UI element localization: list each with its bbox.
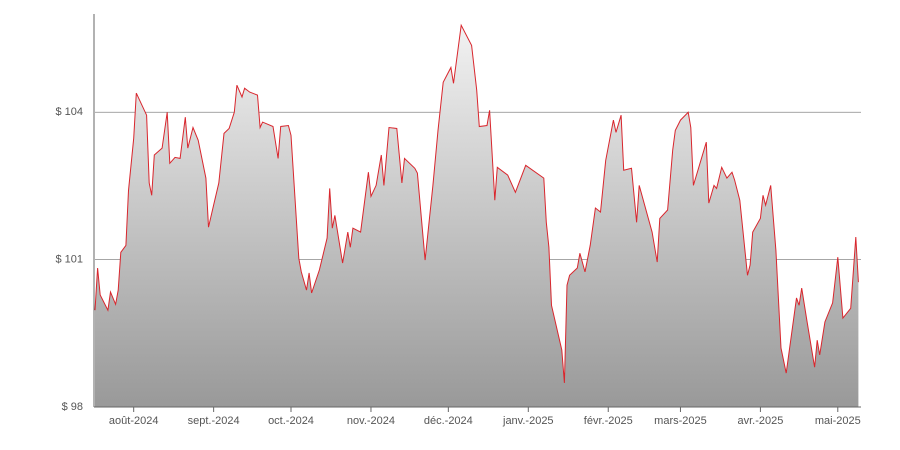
price-line	[94, 23, 859, 383]
x-tick-label: août-2024	[109, 415, 159, 427]
x-tick-label: nov.-2024	[347, 415, 395, 427]
x-tick-label: mars-2025	[654, 415, 707, 427]
y-tick-label: $ 101	[55, 254, 83, 266]
area-fill	[95, 25, 859, 408]
y-tick-label: $ 104	[55, 106, 83, 118]
y-tick-label: $ 98	[62, 401, 83, 413]
x-tick-label: févr.-2025	[584, 415, 633, 427]
x-tick-label: avr.-2025	[737, 415, 783, 427]
x-tick-label: mai-2025	[815, 415, 861, 427]
x-tick-label: sept.-2024	[188, 415, 240, 427]
x-tick-label: janv.-2025	[502, 415, 554, 427]
x-tick-label: oct.-2024	[268, 415, 314, 427]
x-tick-label: déc.-2024	[424, 415, 473, 427]
